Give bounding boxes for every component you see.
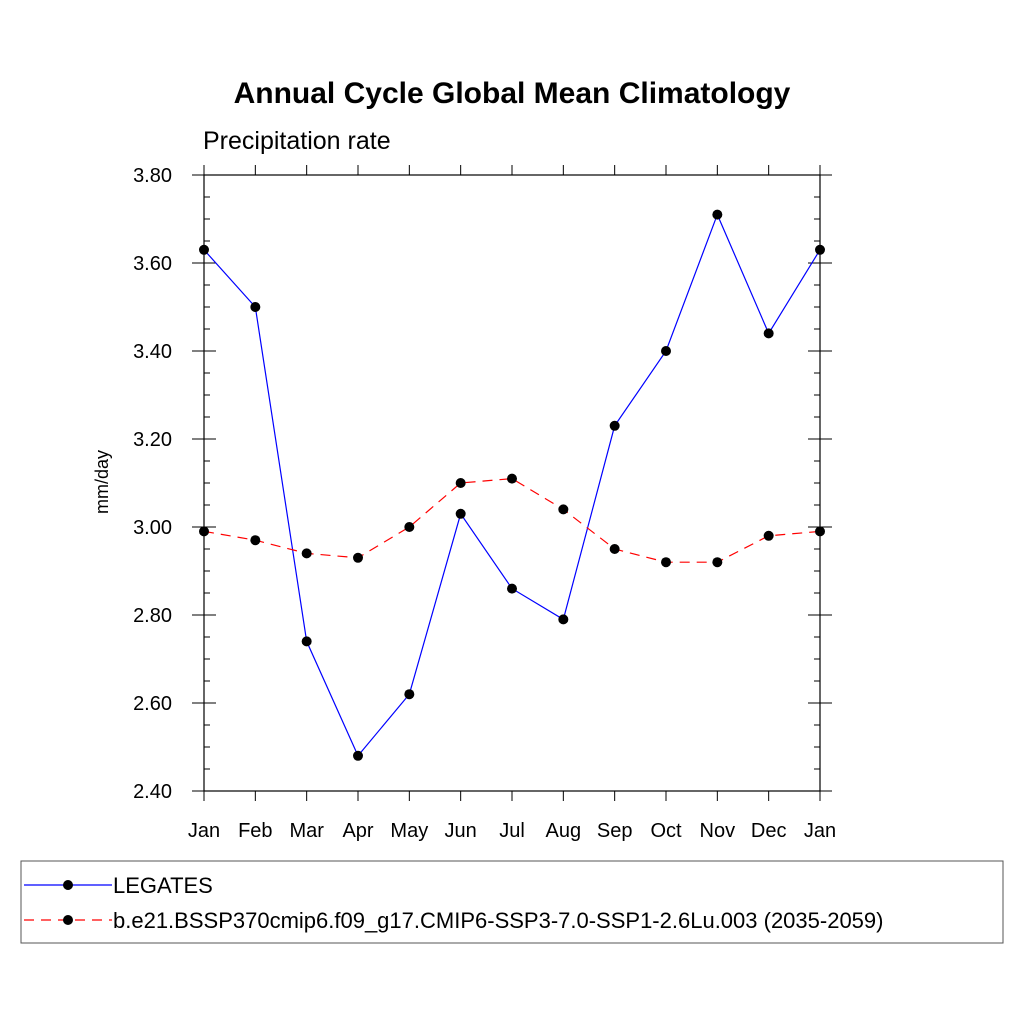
legend: LEGATES b.e21.BSSP370cmip6.f09_g17.CMIP6-… (24, 873, 883, 933)
x-tick-label: Apr (342, 820, 373, 842)
data-point (353, 750, 363, 761)
legend-marker (63, 880, 73, 890)
x-tick-label: Feb (238, 820, 272, 842)
data-point (661, 346, 671, 356)
data-point (199, 244, 209, 255)
series-2 (199, 473, 825, 568)
y-tick-label: 2.40 (133, 781, 172, 803)
y-tick-label: 2.60 (133, 693, 172, 715)
x-tick-label: Aug (546, 820, 582, 842)
y-tick-label: 3.60 (133, 253, 172, 275)
legend-box (20, 860, 1004, 944)
series-layer (199, 209, 825, 761)
y-axis-label: mm/day (92, 450, 112, 514)
data-point (353, 552, 363, 563)
data-point (609, 544, 620, 554)
y-tick-label: 2.80 (133, 605, 172, 627)
data-point (250, 302, 261, 312)
legend-item-1: LEGATES (24, 873, 213, 898)
data-point (558, 504, 569, 515)
chart-title: Annual Cycle Global Mean Climatology (234, 77, 791, 110)
axis-ticks: Jan Feb Mar Apr May Jun Jul Aug Sep Oct Nov Dec Jan 2… (133, 165, 836, 842)
x-tick-label: Jan (804, 820, 836, 842)
y-tick-label: 3.00 (133, 517, 172, 539)
series-line (203, 477, 821, 563)
data-point (455, 508, 466, 519)
data-point (558, 614, 569, 625)
data-point (763, 530, 774, 541)
data-point (250, 535, 261, 546)
y-tick-label: 3.80 (133, 165, 172, 187)
x-tick-label: Mar (289, 820, 324, 842)
legend-label: LEGATES (113, 873, 213, 898)
data-point (815, 526, 825, 537)
series-1 (199, 209, 825, 761)
legend-marker (63, 915, 73, 925)
x-tick-label: Sep (597, 820, 633, 842)
data-point (404, 689, 415, 700)
x-tick-label: Jun (445, 820, 477, 842)
data-point (712, 557, 723, 568)
chart-subtitle: Precipitation rate (203, 127, 391, 155)
data-point (199, 526, 209, 537)
data-point (301, 636, 312, 647)
legend-item-2: b.e21.BSSP370cmip6.f09_g17.CMIP6-SSP3-7.… (24, 908, 883, 933)
data-point (815, 244, 825, 255)
x-tick-label: May (390, 820, 428, 842)
data-point (712, 209, 723, 220)
data-point (507, 473, 517, 484)
x-tick-label: Nov (700, 820, 736, 842)
x-tick-label: Oct (650, 820, 682, 842)
x-tick-label: Jan (188, 820, 220, 842)
series-line (203, 212, 821, 757)
data-point (455, 478, 466, 488)
data-point (507, 583, 517, 594)
legend-label: b.e21.BSSP370cmip6.f09_g17.CMIP6-SSP3-7.… (113, 908, 883, 933)
x-tick-label: Jul (499, 820, 525, 842)
x-tick-label: Dec (751, 820, 787, 842)
data-point (404, 522, 415, 532)
data-point (609, 420, 620, 431)
y-tick-label: 3.40 (133, 341, 172, 363)
data-point (301, 548, 312, 559)
y-tick-label: 3.20 (133, 429, 172, 451)
data-point (763, 328, 774, 339)
data-point (661, 557, 671, 568)
